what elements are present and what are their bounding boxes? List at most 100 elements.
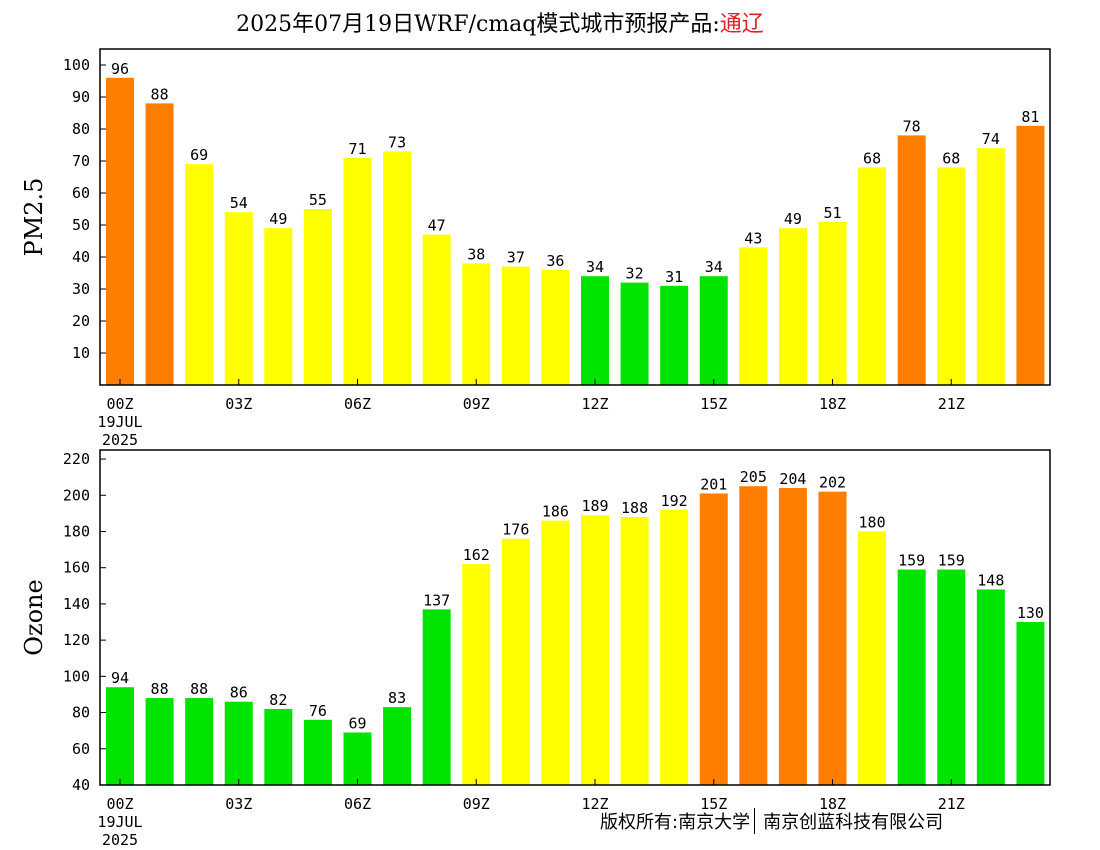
ozone-bar bbox=[422, 609, 451, 785]
ozone-x-tick-label: 12Z bbox=[581, 795, 608, 813]
pm25-bar bbox=[818, 221, 847, 385]
pm25-value-label: 49 bbox=[784, 210, 802, 228]
pm25-x-tick-label: 19JUL bbox=[97, 413, 142, 431]
pm25-value-label: 88 bbox=[151, 85, 169, 103]
ozone-value-label: 162 bbox=[463, 546, 490, 564]
ozone-y-axis-label: Ozone bbox=[20, 579, 48, 655]
pm25-bar bbox=[937, 167, 966, 385]
ozone-y-tick-label: 220 bbox=[63, 450, 90, 468]
ozone-y-tick-label: 100 bbox=[63, 667, 90, 685]
ozone-plot-frame bbox=[99, 449, 1051, 786]
ozone-bar bbox=[383, 707, 412, 785]
pm25-bar bbox=[858, 167, 887, 385]
ozone-y-tick-label: 160 bbox=[63, 559, 90, 577]
ozone-bar bbox=[501, 538, 530, 785]
title-main: 2025年07月19日WRF/cmaq模式城市预报产品: bbox=[236, 12, 720, 37]
pm25-bar bbox=[660, 285, 689, 385]
pm25-value-label: 78 bbox=[903, 117, 921, 135]
pm25-y-tick-label: 100 bbox=[63, 56, 90, 74]
ozone-bar bbox=[264, 708, 293, 785]
pm25-value-label: 43 bbox=[744, 229, 762, 247]
ozone-y-tick-label: 40 bbox=[72, 776, 90, 794]
company-text: 南京创蓝科技有限公司 bbox=[763, 812, 944, 833]
pm25-bar bbox=[145, 103, 174, 386]
ozone-bar bbox=[818, 491, 847, 785]
ozone-value-label: 201 bbox=[700, 475, 727, 493]
ozone-y-tick-label: 200 bbox=[63, 486, 90, 504]
ozone-bar bbox=[145, 698, 174, 785]
pm25-value-label: 74 bbox=[982, 130, 1000, 148]
ozone-bar bbox=[462, 564, 491, 785]
ozone-value-label: 86 bbox=[230, 684, 248, 702]
ozone-value-label: 159 bbox=[898, 552, 925, 570]
pm25-y-tick-label: 10 bbox=[72, 344, 90, 362]
pm25-value-label: 55 bbox=[309, 191, 327, 209]
pm25-bar bbox=[699, 276, 728, 385]
pm25-x-tick-label: 09Z bbox=[463, 395, 490, 413]
pm25-bar bbox=[778, 228, 807, 385]
ozone-bar bbox=[660, 509, 689, 785]
pm25-bar bbox=[422, 234, 451, 385]
ozone-y-tick-label: 80 bbox=[72, 704, 90, 722]
ozone-x-tick-label: 09Z bbox=[463, 795, 490, 813]
ozone-value-label: 180 bbox=[859, 513, 886, 531]
pm25-value-label: 37 bbox=[507, 249, 525, 267]
pm25-value-label: 32 bbox=[626, 265, 644, 283]
pm25-x-tick-label: 18Z bbox=[819, 395, 846, 413]
ozone-bar bbox=[858, 531, 887, 785]
ozone-value-label: 159 bbox=[938, 552, 965, 570]
copyright-text: 版权所有:南京大学 bbox=[600, 812, 751, 833]
ozone-x-tick-label: 00Z bbox=[106, 795, 133, 813]
ozone-value-label: 76 bbox=[309, 702, 327, 720]
pm25-value-label: 68 bbox=[863, 149, 881, 167]
pm25-bar bbox=[541, 269, 570, 385]
pm25-x-tick-label: 15Z bbox=[700, 395, 727, 413]
ozone-value-label: 189 bbox=[581, 497, 608, 515]
pm25-y-axis-label: PM2.5 bbox=[20, 178, 48, 257]
pm25-y-tick-label: 90 bbox=[72, 88, 90, 106]
ozone-value-label: 88 bbox=[151, 680, 169, 698]
ozone-bar bbox=[224, 701, 253, 785]
ozone-x-tick-label: 21Z bbox=[938, 795, 965, 813]
ozone-value-label: 205 bbox=[740, 468, 767, 486]
pm25-bar bbox=[185, 164, 214, 385]
ozone-bar bbox=[303, 719, 332, 785]
ozone-value-label: 204 bbox=[779, 470, 806, 488]
pm25-x-tick-label: 06Z bbox=[344, 395, 371, 413]
ozone-value-label: 88 bbox=[190, 680, 208, 698]
ozone-x-tick-label: 18Z bbox=[819, 795, 846, 813]
pm25-bar bbox=[462, 263, 491, 385]
pm25-value-label: 51 bbox=[823, 204, 841, 222]
pm25-x-tick-label: 2025 bbox=[102, 431, 138, 449]
pm25-x-tick-label: 21Z bbox=[938, 395, 965, 413]
ozone-bar bbox=[185, 698, 214, 785]
ozone-value-label: 82 bbox=[269, 691, 287, 709]
ozone-value-label: 148 bbox=[977, 571, 1004, 589]
ozone-value-label: 186 bbox=[542, 503, 569, 521]
pm25-bar bbox=[224, 212, 253, 385]
footer-separator bbox=[754, 808, 756, 834]
pm25-value-label: 71 bbox=[348, 140, 366, 158]
ozone-bar bbox=[699, 493, 728, 785]
pm25-y-tick-label: 60 bbox=[72, 184, 90, 202]
ozone-value-label: 202 bbox=[819, 474, 846, 492]
ozone-bar bbox=[541, 520, 570, 785]
pm25-value-label: 34 bbox=[705, 258, 723, 276]
ozone-bar bbox=[739, 486, 768, 785]
pm25-bar bbox=[897, 135, 926, 385]
pm25-value-label: 38 bbox=[467, 245, 485, 263]
pm25-value-label: 34 bbox=[586, 258, 604, 276]
pm25-value-label: 69 bbox=[190, 146, 208, 164]
ozone-bar bbox=[106, 687, 134, 785]
pm25-bar bbox=[264, 228, 293, 385]
ozone-value-label: 69 bbox=[348, 714, 366, 732]
ozone-bar bbox=[1016, 622, 1045, 785]
ozone-value-label: 130 bbox=[1017, 604, 1044, 622]
pm25-bar bbox=[303, 209, 332, 385]
pm25-bar bbox=[1016, 125, 1045, 386]
pm25-value-label: 96 bbox=[111, 60, 129, 78]
ozone-x-tick-label: 06Z bbox=[344, 795, 371, 813]
ozone-value-label: 83 bbox=[388, 689, 406, 707]
pm25-bar bbox=[383, 151, 412, 385]
